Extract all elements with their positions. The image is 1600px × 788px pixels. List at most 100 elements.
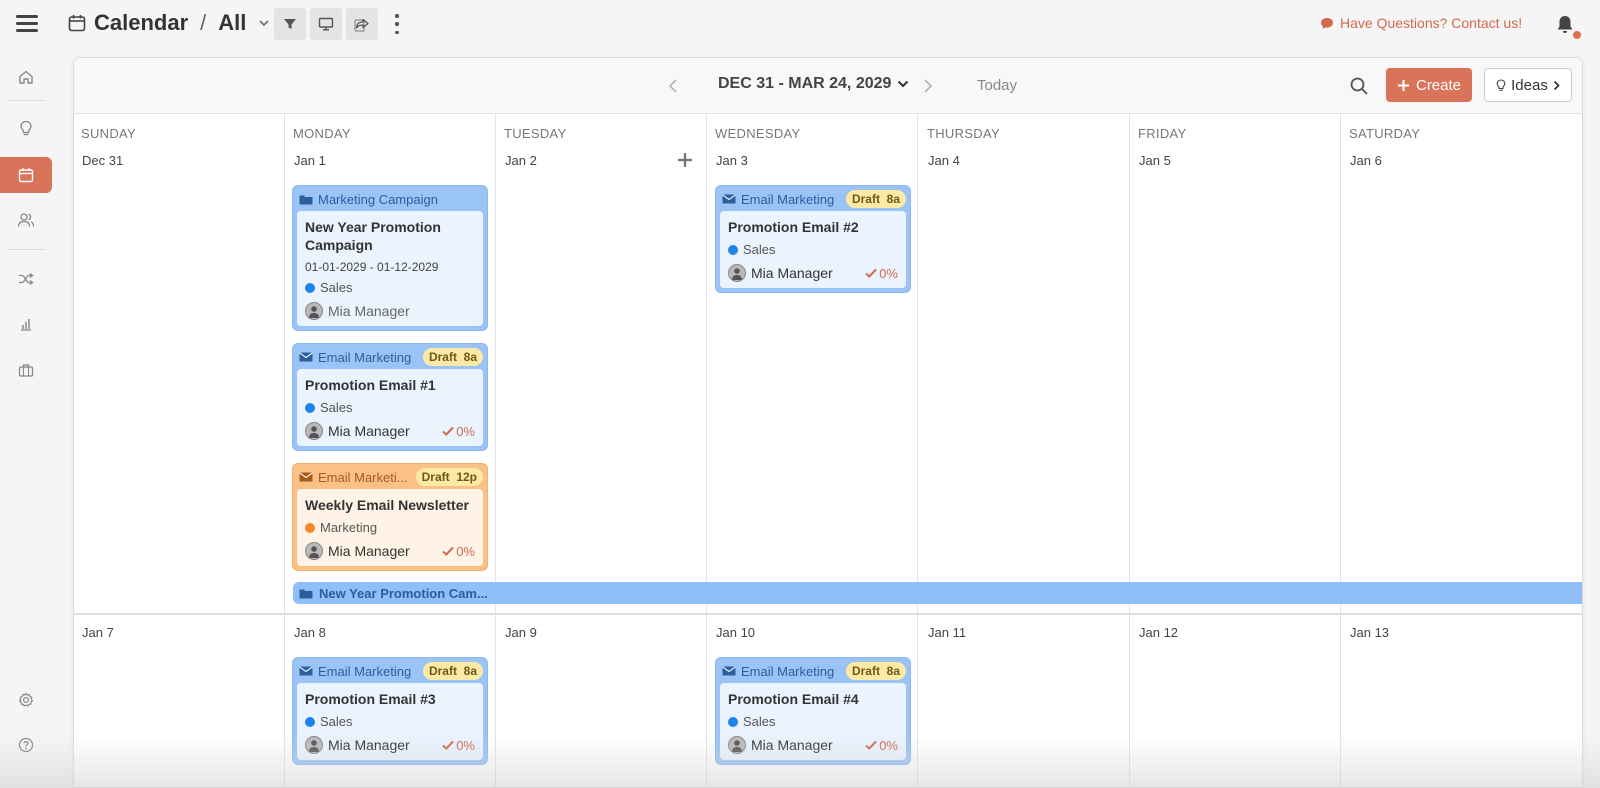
bell-icon[interactable]	[1555, 14, 1575, 36]
sidebar-divider	[8, 100, 46, 101]
tag-label: Sales	[743, 242, 776, 257]
bar-chart-icon[interactable]	[0, 306, 52, 342]
event-card-header: Email Marketing Draft 8a	[720, 661, 906, 681]
status-badge: Draft 8a	[845, 190, 906, 208]
event-card-email[interactable]: Email Marketing Draft 8a Promotion Email…	[715, 185, 911, 293]
help-icon[interactable]	[0, 727, 52, 763]
chevron-left-icon[interactable]	[665, 76, 681, 96]
avatar	[728, 736, 746, 754]
event-tag: Sales	[305, 714, 475, 729]
gear-icon[interactable]	[0, 682, 52, 718]
day-cell-date[interactable]: Jan 10	[716, 625, 756, 640]
day-header-tuesday: TUESDAY	[504, 126, 567, 141]
lightbulb-icon[interactable]	[0, 110, 52, 146]
top-bar: Calendar / All Have Questions? Contact u…	[0, 0, 1600, 50]
briefcase-icon[interactable]	[0, 352, 52, 388]
event-type: Email Marketi...	[318, 469, 408, 485]
chevron-down-icon	[898, 80, 909, 88]
event-tag: Sales	[305, 280, 475, 295]
contact-link[interactable]: Have Questions? Contact us!	[1320, 15, 1522, 31]
tag-dot	[728, 244, 738, 255]
event-owner: Mia Manager	[328, 423, 410, 439]
day-cell-date[interactable]: Jan 6	[1350, 153, 1382, 168]
date-range-selector[interactable]: DEC 31 - MAR 24, 2029	[718, 75, 909, 93]
hamburger-menu-icon[interactable]	[16, 15, 38, 33]
checkmark-icon	[442, 546, 454, 556]
more-options-icon[interactable]	[394, 14, 400, 34]
event-owner-row: Mia Manager	[305, 301, 475, 321]
tag-dot	[305, 522, 315, 533]
add-event-icon[interactable]	[677, 152, 693, 168]
share-button[interactable]	[346, 8, 378, 40]
event-owner: Mia Manager	[328, 543, 410, 559]
event-card-header: Marketing Campaign	[297, 189, 483, 209]
folder-icon	[299, 195, 313, 204]
filter-button[interactable]	[274, 8, 306, 40]
day-cell-date[interactable]: Jan 5	[1139, 153, 1171, 168]
event-type: Email Marketing	[318, 349, 412, 365]
plus-icon	[1397, 79, 1409, 91]
event-card-body: Weekly Email Newsletter Marketing Mia Ma…	[297, 489, 483, 566]
event-card-header: Email Marketing Draft 8a	[297, 347, 483, 367]
tag-dot	[305, 282, 315, 293]
column-divider	[917, 114, 918, 787]
sidebar	[0, 55, 52, 788]
day-cell-date[interactable]: Jan 11	[928, 625, 967, 640]
tag-label: Marketing	[320, 520, 378, 535]
envelope-icon	[722, 194, 736, 204]
calendar-icon	[68, 15, 86, 32]
status-badge: Draft 8a	[422, 662, 483, 680]
calendar-icon[interactable]	[0, 157, 52, 193]
today-button[interactable]: Today	[977, 77, 1018, 94]
chevron-right-icon	[1553, 80, 1560, 90]
day-cell-date[interactable]: Jan 4	[928, 153, 960, 168]
day-cell-date[interactable]: Jan 9	[505, 625, 537, 640]
create-button[interactable]: Create	[1386, 68, 1472, 102]
calendar-panel: DEC 31 - MAR 24, 2029 Today Create Ideas…	[73, 57, 1583, 788]
chevron-down-icon[interactable]	[258, 17, 270, 29]
ideas-button[interactable]: Ideas	[1484, 68, 1572, 102]
event-title: Promotion Email #3	[305, 691, 436, 707]
progress-indicator: 0%	[442, 424, 475, 439]
view-selector[interactable]: All	[218, 10, 247, 35]
day-cell-date[interactable]: Jan 13	[1350, 625, 1390, 640]
day-cell-date[interactable]: Jan 1	[294, 153, 326, 168]
shuffle-icon[interactable]	[0, 261, 52, 297]
home-icon[interactable]	[0, 59, 52, 95]
event-card-campaign[interactable]: Marketing Campaign New Year Promotion Ca…	[292, 185, 488, 331]
date-range-label: DEC 31 - MAR 24, 2029	[718, 75, 892, 92]
avatar	[305, 422, 323, 440]
day-cell-date[interactable]: Jan 2	[505, 153, 537, 168]
monitor-icon	[318, 17, 334, 31]
present-button[interactable]	[310, 8, 342, 40]
day-cell-date[interactable]: Jan 12	[1139, 625, 1179, 640]
status-badge: Draft 8a	[422, 348, 483, 366]
event-tag: Sales	[305, 400, 475, 415]
event-tag: Sales	[728, 714, 898, 729]
envelope-icon	[299, 666, 313, 676]
day-cell-date[interactable]: Jan 3	[716, 153, 748, 168]
event-card-email[interactable]: Email Marketing Draft 8a Promotion Email…	[292, 657, 488, 765]
search-icon[interactable]	[1349, 76, 1369, 96]
folder-icon	[299, 589, 313, 598]
day-cell-date[interactable]: Jan 7	[82, 625, 114, 640]
tag-dot	[305, 716, 315, 727]
event-tag: Sales	[728, 242, 898, 257]
event-card-newsletter[interactable]: Email Marketi... Draft 12p Weekly Email …	[292, 463, 488, 571]
event-owner-row: Mia Manager 0%	[305, 541, 475, 561]
day-cell-date[interactable]: Dec 31	[82, 153, 124, 168]
event-card-email[interactable]: Email Marketing Draft 8a Promotion Email…	[715, 657, 911, 765]
campaign-span-bar[interactable]: New Year Promotion Cam...	[293, 582, 1582, 604]
filter-icon	[284, 19, 296, 29]
day-cell-date[interactable]: Jan 8	[294, 625, 326, 640]
avatar	[305, 542, 323, 560]
day-header-wednesday: WEDNESDAY	[715, 126, 801, 141]
event-title: New Year Promotion Campaign	[305, 219, 441, 253]
event-owner: Mia Manager	[328, 303, 410, 319]
event-owner-row: Mia Manager 0%	[305, 421, 475, 441]
avatar	[305, 302, 323, 320]
chevron-right-icon[interactable]	[920, 76, 936, 96]
event-tag: Marketing	[305, 520, 475, 535]
event-card-email[interactable]: Email Marketing Draft 8a Promotion Email…	[292, 343, 488, 451]
users-icon[interactable]	[0, 202, 52, 238]
